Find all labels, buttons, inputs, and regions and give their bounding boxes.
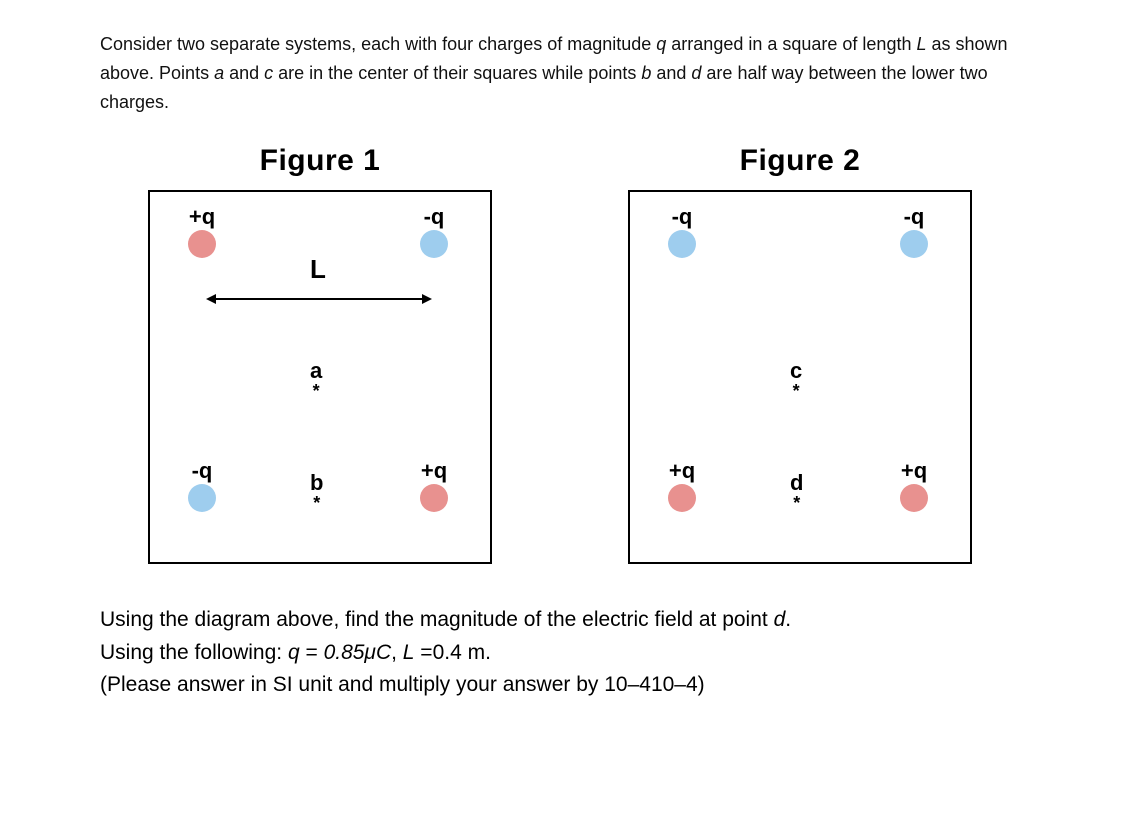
- q2-b: =: [300, 641, 324, 664]
- point-marker-icon: *: [790, 494, 803, 512]
- intro-a: a: [214, 63, 224, 83]
- page: Consider two separate systems, each with…: [0, 0, 1126, 836]
- question-line2: Using the following: q = 0.85μC, L =0.4 …: [100, 637, 1026, 670]
- charge-negative: -q: [900, 206, 928, 258]
- charge-positive: +q: [188, 206, 216, 258]
- point-label: b: [310, 472, 323, 494]
- charge-negative: -q: [188, 460, 216, 512]
- figure2-column: Figure 2 -q-q+q+qc*d*: [580, 136, 1020, 564]
- intro-p4: are in the center of their squares while…: [273, 63, 641, 83]
- question-block: Using the diagram above, find the magnit…: [100, 604, 1026, 702]
- charge-label: +q: [420, 460, 448, 482]
- figure2-title: Figure 2: [740, 144, 861, 178]
- charge-negative: -q: [420, 206, 448, 258]
- figure1-title: Figure 1: [260, 144, 381, 178]
- point-marker-icon: *: [790, 382, 802, 400]
- charge-label: -q: [900, 206, 928, 228]
- q1-a: Using the diagram above, find the magnit…: [100, 608, 774, 631]
- charge-dot: [420, 484, 448, 512]
- charge-positive: +q: [420, 460, 448, 512]
- charge-label: -q: [420, 206, 448, 228]
- figures-row: Figure 1 L +q-q-q+qa*b* Figure 2 -q-q+q+…: [100, 136, 1026, 564]
- length-label-L: L: [310, 254, 326, 285]
- point-d: d*: [790, 472, 803, 512]
- intro-and2: and: [651, 63, 691, 83]
- point-c: c*: [790, 360, 802, 400]
- figure1-column: Figure 1 L +q-q-q+qa*b*: [100, 136, 540, 564]
- charge-dot: [900, 484, 928, 512]
- charge-dot: [188, 484, 216, 512]
- point-b: b*: [310, 472, 323, 512]
- charge-positive: +q: [900, 460, 928, 512]
- charge-dot: [668, 484, 696, 512]
- q2-qval: 0.85μC: [324, 641, 392, 664]
- q2-q: q: [288, 641, 300, 664]
- intro-L: L: [916, 34, 926, 54]
- point-a: a*: [310, 360, 322, 400]
- charge-negative: -q: [668, 206, 696, 258]
- figure2-box: -q-q+q+qc*d*: [628, 190, 972, 564]
- charge-dot: [668, 230, 696, 258]
- intro-d: d: [691, 63, 701, 83]
- intro-and1: and: [224, 63, 264, 83]
- question-line3: (Please answer in SI unit and multiply y…: [100, 669, 1026, 702]
- charge-positive: +q: [668, 460, 696, 512]
- point-marker-icon: *: [310, 494, 323, 512]
- q2-c: ,: [391, 641, 403, 664]
- point-label: a: [310, 360, 322, 382]
- charge-label: -q: [188, 460, 216, 482]
- figure1-box: L +q-q-q+qa*b*: [148, 190, 492, 564]
- point-label: c: [790, 360, 802, 382]
- charge-dot: [900, 230, 928, 258]
- q1-b: .: [785, 608, 791, 631]
- q1-d: d: [774, 608, 786, 631]
- charge-label: +q: [900, 460, 928, 482]
- intro-q: q: [656, 34, 666, 54]
- intro-text: Consider two separate systems, each with…: [100, 30, 1026, 116]
- charge-label: +q: [668, 460, 696, 482]
- charge-label: -q: [668, 206, 696, 228]
- question-line1: Using the diagram above, find the magnit…: [100, 604, 1026, 637]
- q2-a: Using the following:: [100, 641, 288, 664]
- charge-label: +q: [188, 206, 216, 228]
- q2-d: =0.4 m.: [414, 641, 490, 664]
- intro-p2: arranged in a square of length: [666, 34, 916, 54]
- length-arrow: [208, 298, 430, 300]
- point-label: d: [790, 472, 803, 494]
- intro-b: b: [641, 63, 651, 83]
- charge-dot: [420, 230, 448, 258]
- intro-c: c: [264, 63, 273, 83]
- point-marker-icon: *: [310, 382, 322, 400]
- intro-p1: Consider two separate systems, each with…: [100, 34, 656, 54]
- charge-dot: [188, 230, 216, 258]
- q2-L: L: [403, 641, 415, 664]
